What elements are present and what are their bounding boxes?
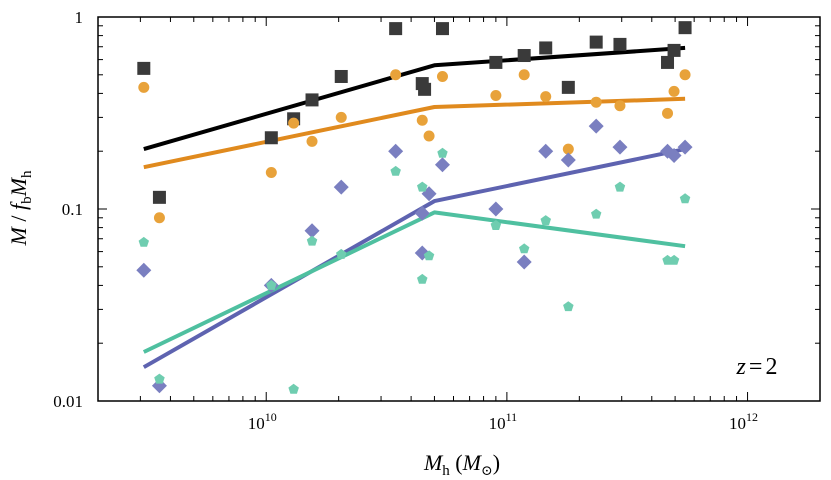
x-tick-label: 1011 xyxy=(489,410,518,433)
pentagon-marker xyxy=(417,181,428,192)
circle-marker xyxy=(436,70,448,82)
pentagon-marker xyxy=(154,373,165,384)
diamond-marker xyxy=(516,254,532,270)
circle-marker xyxy=(518,69,530,81)
square-marker xyxy=(661,55,675,69)
circle-marker xyxy=(306,135,318,147)
pentagon-marker xyxy=(519,243,530,254)
circle-marker xyxy=(668,85,680,97)
circle-marker xyxy=(390,69,402,81)
x-tick-label: 1012 xyxy=(729,410,758,433)
x-tick-label: 1010 xyxy=(248,410,277,433)
circle-marker xyxy=(662,107,674,119)
fit-line-4 xyxy=(142,210,686,354)
square-marker xyxy=(517,49,531,63)
annotation-value: 2 xyxy=(765,354,777,380)
fit-line-2 xyxy=(143,96,686,170)
circle-marker xyxy=(490,90,502,102)
pentagon-marker xyxy=(591,208,602,219)
pentagon-marker xyxy=(437,147,448,158)
fit-lines xyxy=(142,45,686,369)
circle-marker xyxy=(138,81,150,93)
pentagon-marker xyxy=(679,193,691,204)
pentagon-marker xyxy=(138,236,149,247)
diamond-marker xyxy=(333,179,349,195)
square-marker xyxy=(418,82,432,96)
y-axis-label: M / fbMh xyxy=(6,170,35,246)
fit-line-3 xyxy=(142,147,686,369)
pentagon-marker xyxy=(390,165,401,176)
square-marker xyxy=(152,190,166,204)
circle-marker xyxy=(265,166,277,178)
square-marker xyxy=(389,22,403,36)
circle-marker xyxy=(679,69,691,81)
square-marker xyxy=(613,37,627,51)
square-marker xyxy=(305,93,319,107)
data-points xyxy=(136,21,693,394)
tick-labels: 1010 1011 1012 1 0.1 0.01 xyxy=(53,8,758,433)
square-marker xyxy=(137,61,151,75)
annotation-var: z xyxy=(736,354,747,380)
pentagon-marker xyxy=(614,181,626,192)
square-marker xyxy=(678,21,692,35)
square-marker xyxy=(334,69,348,83)
diamond-marker xyxy=(677,139,693,155)
square-marker xyxy=(435,22,449,36)
diamond-marker xyxy=(414,205,430,221)
circle-marker xyxy=(153,212,165,224)
y-tick-label: 0.01 xyxy=(53,392,83,411)
x-axis-label: Mh (M⊙) xyxy=(423,450,500,479)
pentagon-marker xyxy=(417,273,428,284)
circle-marker xyxy=(335,111,347,123)
diamond-marker xyxy=(538,143,554,159)
pentagon-marker xyxy=(490,220,502,230)
circle-marker xyxy=(562,143,574,155)
diamond-marker xyxy=(560,152,576,168)
pentagon-marker xyxy=(266,279,277,290)
square-marker xyxy=(589,35,603,49)
pentagon-marker xyxy=(306,235,318,246)
diamond-marker xyxy=(304,223,320,239)
square-marker xyxy=(264,131,278,145)
diamond-marker xyxy=(612,139,628,155)
circle-marker xyxy=(590,96,602,108)
pentagon-marker xyxy=(423,250,435,261)
y-tick-label: 1 xyxy=(75,8,84,27)
diamond-marker xyxy=(666,147,682,163)
square-marker xyxy=(539,41,553,55)
pentagon-marker xyxy=(668,254,680,265)
pentagon-marker xyxy=(540,215,551,226)
pentagon-marker xyxy=(336,248,347,259)
circle-marker xyxy=(423,130,435,142)
diamond-marker xyxy=(136,262,152,278)
square-marker xyxy=(667,43,681,57)
diamond-marker xyxy=(434,157,450,173)
pentagon-marker xyxy=(563,301,574,312)
y-tick-label: 0.1 xyxy=(62,200,83,219)
diamond-marker xyxy=(488,201,504,217)
axis-ticks xyxy=(97,16,821,402)
plot-frame xyxy=(97,16,821,402)
diamond-marker xyxy=(588,118,604,134)
fit-line-1 xyxy=(143,45,686,152)
diamond-marker xyxy=(388,143,404,159)
square-marker xyxy=(561,80,575,94)
circle-marker xyxy=(614,100,626,112)
circle-marker xyxy=(540,91,552,103)
square-marker xyxy=(489,55,503,69)
pentagon-marker xyxy=(288,383,299,394)
redshift-annotation: z = 2 xyxy=(736,354,778,380)
circle-marker xyxy=(416,114,428,126)
annotation-eq: = xyxy=(749,354,763,380)
circle-marker xyxy=(288,117,300,129)
